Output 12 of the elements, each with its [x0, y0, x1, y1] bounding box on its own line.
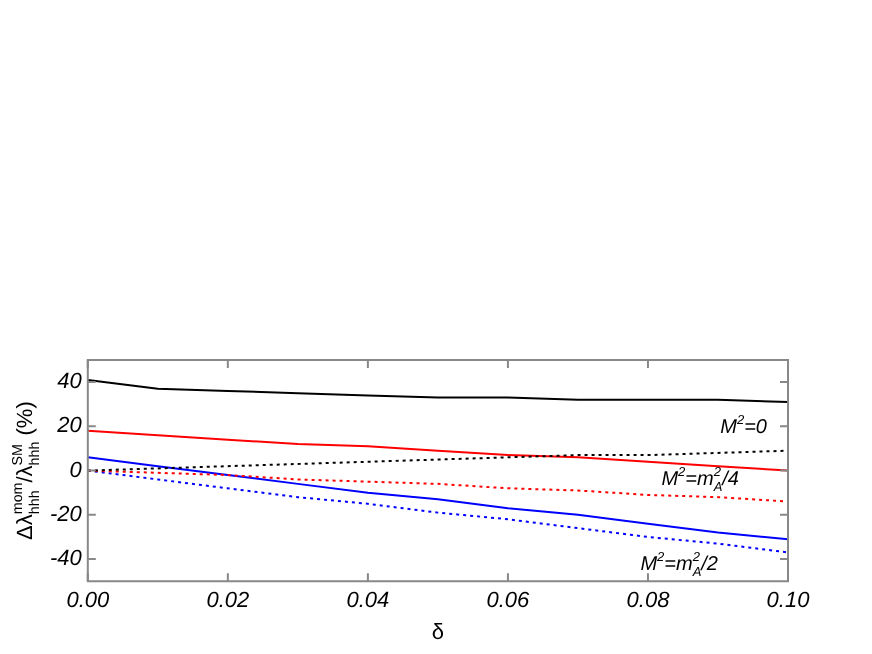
y-tick-label: -20 [49, 502, 84, 527]
x-tick-label: 0.04 [346, 588, 390, 613]
x-tick-label: 0.00 [66, 588, 111, 613]
y-tick-label: 0 [69, 458, 84, 483]
y-tick-label: 20 [55, 414, 84, 439]
x-axis-title: δ [431, 620, 445, 645]
x-tick-label: 0.08 [626, 588, 672, 613]
y-tick-label: -40 [49, 547, 84, 572]
x-tick-label: 0.02 [206, 588, 250, 613]
y-tick-label: 40 [57, 370, 84, 395]
x-tick-label: 0.10 [766, 588, 812, 613]
x-tick-label: 0.06 [486, 588, 532, 613]
